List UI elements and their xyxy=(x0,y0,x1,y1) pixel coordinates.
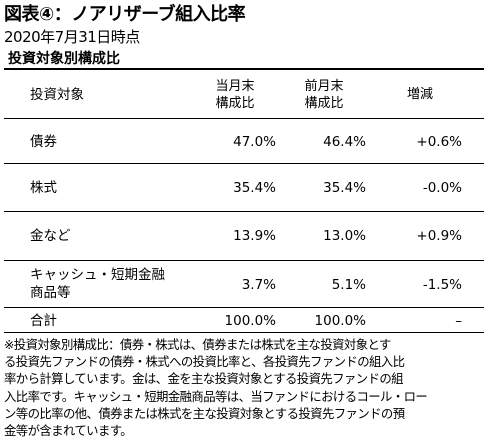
row-category: 金など xyxy=(30,228,71,244)
row-divider xyxy=(4,307,484,308)
footnote-line: 金等が含まれています。 xyxy=(4,423,133,439)
row-change: +0.9% xyxy=(416,228,462,244)
section-title: 投資対象別構成比 xyxy=(8,51,120,67)
header-change: 増減 xyxy=(406,87,433,102)
table-bottom-rule xyxy=(4,332,484,333)
row-category: キャッシュ・短期金融 商品等 xyxy=(30,267,165,301)
footnote-line: る投資先ファンドの債券・株式への投資比率と、各投資先ファンドの組入比 xyxy=(4,354,405,370)
footnote-line: ン等の比率の他、債券または株式を主な投資対象とする投資先ファンドの預 xyxy=(4,405,405,421)
table-top-rule xyxy=(4,68,484,70)
row-divider xyxy=(4,260,484,261)
footnote-line: ※投資対象別構成比：債券・株式は、債券または株式を主な投資対象とす xyxy=(4,337,391,352)
row-change: -1.5% xyxy=(422,277,462,293)
row-previous: 46.4% xyxy=(323,134,366,150)
row-divider xyxy=(4,211,484,212)
row-current: 47.0% xyxy=(233,134,276,150)
as-of-date: 2020年7月31日時点 xyxy=(4,28,140,46)
row-previous: 13.0% xyxy=(323,228,366,244)
row-current: 35.4% xyxy=(233,180,276,196)
header-current-month: 当月末 構成比 xyxy=(215,79,255,111)
row-change: +0.6% xyxy=(416,134,462,150)
footnote: ※投資対象別構成比：債券・株式は、債券または株式を主な投資対象とす る投資先ファ… xyxy=(4,336,486,439)
row-previous: 35.4% xyxy=(323,180,366,196)
footnote-line: 率から計算しています。金は、金を主な投資対象とする投資先ファンドの組 xyxy=(4,371,404,387)
row-previous: 5.1% xyxy=(331,277,366,293)
total-current: 100.0% xyxy=(224,313,276,329)
total-change: – xyxy=(455,313,462,329)
row-divider xyxy=(4,163,484,164)
row-current: 13.9% xyxy=(233,228,276,244)
row-category: 株式 xyxy=(30,180,57,196)
total-label: 合計 xyxy=(30,313,57,329)
row-change: -0.0% xyxy=(422,180,462,196)
header-previous-month: 前月末 構成比 xyxy=(304,79,344,111)
row-category: 債券 xyxy=(30,134,57,150)
footnote-line: 入比率です。キャッシュ・短期金融商品等は、当ファンドにおけるコール・ロー xyxy=(4,388,428,404)
header-asset-class: 投資対象 xyxy=(30,87,84,103)
header-rule xyxy=(4,118,484,119)
total-previous: 100.0% xyxy=(314,313,366,329)
figure-title: 図表④：ノアリザーブ組入比率 xyxy=(4,4,246,25)
row-current: 3.7% xyxy=(241,277,276,293)
